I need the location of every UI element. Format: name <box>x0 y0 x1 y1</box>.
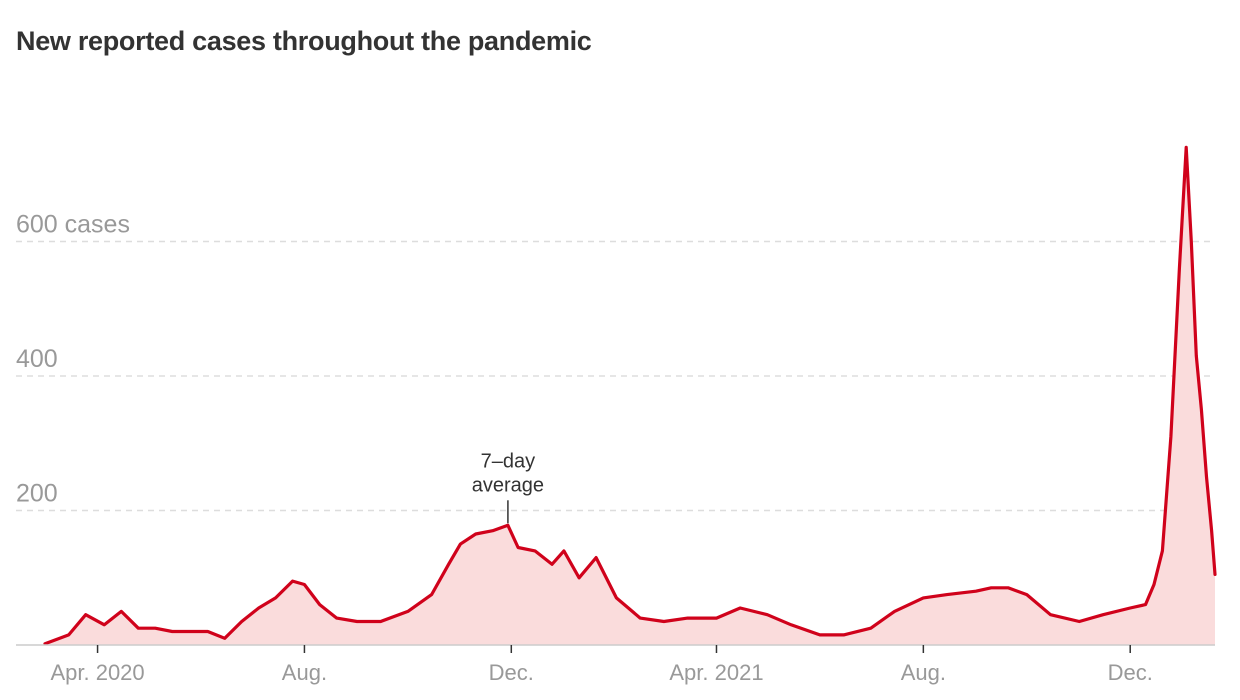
x-tick-label: Apr. 2020 <box>50 660 144 685</box>
annotation-text: average <box>472 474 544 496</box>
x-tick-label: Aug. <box>282 660 327 685</box>
x-axis: Apr. 2020 Aug. Dec. Apr. 2021 Aug. Dec. <box>16 644 1215 685</box>
x-tick-label: Dec. <box>489 660 534 685</box>
area-layer <box>45 147 1215 645</box>
line-layer <box>43 145 1217 646</box>
y-axis-labels: 200 400 600 cases <box>16 211 130 508</box>
x-tick-label: Aug. <box>901 660 946 685</box>
seven-day-average-line <box>43 145 1217 646</box>
x-tick-label: Apr. 2021 <box>669 660 763 685</box>
y-tick-label: 200 <box>16 480 58 508</box>
chart-title: New reported cases throughout the pandem… <box>16 26 592 56</box>
gridlines <box>16 240 1215 512</box>
y-tick-label: 600 cases <box>16 211 130 239</box>
annotation-text: 7–day <box>481 450 536 472</box>
y-tick-label: 400 <box>16 345 58 373</box>
cases-area <box>45 147 1215 645</box>
x-tick-label: Dec. <box>1108 660 1153 685</box>
